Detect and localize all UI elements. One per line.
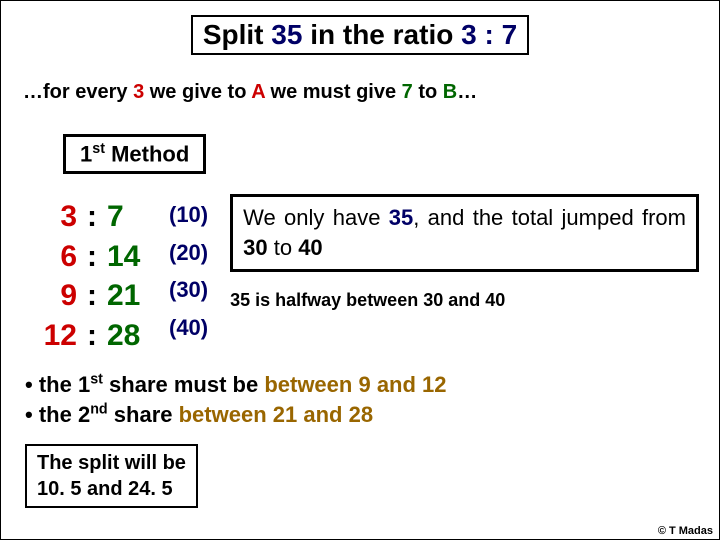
- ratio-colon: :: [83, 317, 101, 355]
- ratio-tbody: 3:76:149:2112:28: [37, 198, 155, 354]
- ratio-a: 12: [37, 317, 81, 355]
- b1-and: and: [371, 372, 422, 397]
- b2-mid: share: [108, 402, 179, 427]
- title-mid: in the ratio: [302, 19, 461, 50]
- ratio-colon: :: [83, 198, 101, 236]
- ratio-a: 9: [37, 277, 81, 315]
- ratio-colon: :: [83, 277, 101, 315]
- method-box: 1st Method: [63, 134, 206, 174]
- sub-post: …: [457, 81, 477, 103]
- total-cell: (10): [169, 196, 208, 233]
- b1-mid: share must be: [103, 372, 264, 397]
- sub-m2: we must give: [265, 81, 402, 103]
- title-n: 35: [271, 19, 302, 50]
- title-pre: Split: [203, 19, 271, 50]
- note-p3: to: [268, 235, 299, 260]
- answer-l2: 10. 5 and 24. 5: [37, 476, 186, 502]
- ratio-b: 14: [103, 238, 155, 276]
- title-ratio: 3 : 7: [461, 19, 517, 50]
- answer-box: The split will be 10. 5 and 24. 5: [25, 444, 198, 508]
- total-cell: (30): [169, 271, 208, 308]
- credit: © T Madas: [658, 525, 713, 537]
- total-cell: (40): [169, 309, 208, 346]
- answer-l2a: 10. 5: [37, 478, 81, 500]
- sub-b: 7: [402, 81, 413, 103]
- bullets: • the 1st share must be between 9 and 12…: [25, 370, 719, 429]
- halfway-text: 35 is halfway between 30 and 40: [230, 290, 699, 311]
- title-row: Split 35 in the ratio 3 : 7: [1, 1, 719, 55]
- mid-row: 3:76:149:2112:28 (10)(20)(30)(40) We onl…: [1, 196, 719, 356]
- b2-rp: between: [179, 402, 273, 427]
- ratio-colon: :: [83, 238, 101, 276]
- note-v2: 30: [243, 235, 267, 260]
- bullet-1: • the 1st share must be between 9 and 12: [25, 370, 719, 400]
- sub-pre: …for every: [23, 81, 133, 103]
- ratio-b: 7: [103, 198, 155, 236]
- sub-a: 3: [133, 81, 144, 103]
- ratio-row: 6:14: [37, 238, 155, 276]
- ratio-table: 3:76:149:2112:28: [35, 196, 157, 356]
- note-v1: 35: [389, 205, 413, 230]
- ratio-a: 3: [37, 198, 81, 236]
- b2-lo: 21: [273, 402, 297, 427]
- b1-ord: 1: [78, 372, 90, 397]
- ratio-row: 3:7: [37, 198, 155, 236]
- ratio-b: 28: [103, 317, 155, 355]
- b2-sup: nd: [90, 402, 107, 418]
- ratio-row: 12:28: [37, 317, 155, 355]
- b1-lo: 9: [358, 372, 370, 397]
- b2-ord: 2: [78, 402, 90, 427]
- b2-pre: the: [39, 402, 78, 427]
- method-ord: 1: [80, 141, 92, 166]
- note-p1: We only have: [243, 205, 389, 230]
- b2-hi: 28: [349, 402, 373, 427]
- note-p2: , and the total jumped from: [413, 205, 686, 230]
- ratio-a: 6: [37, 238, 81, 276]
- title-box: Split 35 in the ratio 3 : 7: [191, 15, 529, 55]
- b1-sup: st: [90, 372, 103, 388]
- sub-m3: to: [413, 81, 443, 103]
- right-col: We only have 35, and the total jumped fr…: [230, 196, 719, 310]
- b2-and: and: [297, 402, 348, 427]
- subtitle: …for every 3 we give to A we must give 7…: [23, 81, 719, 104]
- b1-range: between 9 and 12: [264, 372, 446, 397]
- answer-l1: The split will be: [37, 450, 186, 476]
- note-box: We only have 35, and the total jumped fr…: [230, 194, 699, 271]
- method-word: Method: [105, 141, 189, 166]
- sub-bName: B: [443, 81, 457, 103]
- totals-col: (10)(20)(30)(40): [169, 196, 208, 346]
- bullet-2: • the 2nd share between 21 and 28: [25, 400, 719, 430]
- b1-rp: between: [264, 372, 358, 397]
- sub-aName: A: [251, 81, 265, 103]
- note-v3: 40: [298, 235, 322, 260]
- ratio-row: 9:21: [37, 277, 155, 315]
- b2-range: between 21 and 28: [179, 402, 373, 427]
- answer-l2and: and: [81, 478, 128, 500]
- b1-pre: the: [39, 372, 78, 397]
- ratio-b: 21: [103, 277, 155, 315]
- total-cell: (20): [169, 234, 208, 271]
- sub-m1: we give to: [144, 81, 251, 103]
- method-sup: st: [92, 141, 105, 157]
- answer-l2b: 24. 5: [128, 478, 172, 500]
- b1-hi: 12: [422, 372, 446, 397]
